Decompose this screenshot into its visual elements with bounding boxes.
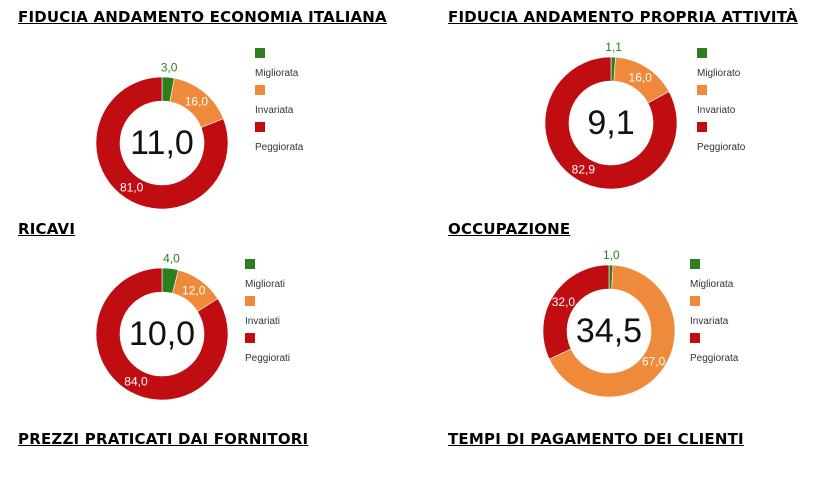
donut-slices <box>542 264 676 398</box>
data-label: 16,0 <box>185 94 209 108</box>
data-label: 3,0 <box>161 60 178 74</box>
center-value: 10,0 <box>129 315 195 353</box>
data-label: 81,0 <box>120 181 144 195</box>
legend-label: Migliorato <box>697 68 741 79</box>
data-labels: 3,0 16,0 81,0 <box>120 60 208 194</box>
donut-panel-occupazione: 1,0 67,0 32,0 34,5 Migliorata Invariata Pe… <box>435 245 835 425</box>
title-fiducia-attivita: FIDUCIA ANDAMENTO PROPRIA ATTIVITÀ <box>448 8 798 26</box>
legend-label: Invariata <box>690 316 729 327</box>
data-label: 84,0 <box>124 374 148 388</box>
legend-swatch-orange <box>697 85 707 95</box>
slice-peggiorata <box>95 76 229 210</box>
slice-invariata <box>548 264 676 398</box>
legend-label: Peggiorato <box>697 142 746 153</box>
legend-label: Invariati <box>245 316 281 327</box>
legend-label: Migliorata <box>255 68 299 79</box>
donut-chart-occupazione: 1,0 67,0 32,0 34,5 <box>542 248 676 398</box>
title-fiducia-economia: FIDUCIA ANDAMENTO ECONOMIA ITALIANA <box>18 8 387 26</box>
data-labels: 4,0 12,0 84,0 <box>124 252 205 389</box>
legend-item: Invariata <box>255 85 303 122</box>
title-ricavi: RICAVI <box>18 220 76 238</box>
legend-swatch-red <box>690 333 700 343</box>
center-value: 11,0 <box>130 124 194 162</box>
legend-swatch-green <box>245 259 255 269</box>
legend: Migliorati Invariati Peggiorati <box>245 259 290 370</box>
legend-item: Peggiorato <box>697 122 745 159</box>
data-label: 67,0 <box>642 354 666 368</box>
legend-label: Peggiorata <box>690 353 739 364</box>
data-label: 1,0 <box>603 248 620 262</box>
donut-chart-fiducia-attivita: 1,1 16,0 82,9 9,1 <box>544 40 678 190</box>
legend-swatch-orange <box>255 85 265 95</box>
legend-label: Peggiorata <box>255 142 304 153</box>
legend-item: Invariata <box>690 296 738 333</box>
legend-item: Invariato <box>697 85 745 122</box>
donut-panel-fiducia-attivita: 1,1 16,0 82,9 9,1 Migliorato Invariato Peg… <box>435 30 835 210</box>
legend-swatch-orange <box>690 296 700 306</box>
donut-slices <box>95 267 229 401</box>
legend-swatch-red <box>245 333 255 343</box>
title-occupazione: OCCUPAZIONE <box>448 220 571 238</box>
data-label: 16,0 <box>629 71 653 85</box>
slice-peggiorata <box>95 267 229 401</box>
donut-panel-ricavi: 4,0 12,0 84,0 10,0 Migliorati Invariati Pe… <box>0 245 400 425</box>
legend-label: Invariato <box>697 105 736 116</box>
legend-item: Migliorata <box>255 48 303 85</box>
data-labels: 1,1 16,0 82,9 <box>572 40 653 176</box>
donut-chart-ricavi: 4,0 12,0 84,0 10,0 <box>95 252 229 401</box>
data-label: 82,9 <box>572 162 596 176</box>
legend-item: Migliorata <box>690 259 738 296</box>
data-label: 1,1 <box>605 40 622 54</box>
legend-label: Peggiorati <box>245 353 291 364</box>
center-value: 9,1 <box>587 104 634 142</box>
legend-label: Migliorata <box>690 279 734 290</box>
legend-item: Peggiorata <box>255 122 303 159</box>
legend: Migliorata Invariata Peggiorata <box>255 48 303 159</box>
legend-label: Invariata <box>255 105 294 116</box>
legend-item: Migliorati <box>245 259 290 296</box>
data-labels: 1,0 67,0 32,0 <box>552 248 666 368</box>
legend-label: Migliorati <box>245 279 286 290</box>
data-label: 32,0 <box>552 295 576 309</box>
legend-item: Peggiorati <box>245 333 290 370</box>
title-tempi: TEMPI DI PAGAMENTO DEI CLIENTI <box>448 430 744 448</box>
legend-swatch-green <box>697 48 707 58</box>
donut-slices <box>95 76 229 210</box>
legend-swatch-red <box>697 122 707 132</box>
donut-slices <box>544 56 678 190</box>
legend: Migliorata Invariata Peggiorata <box>690 259 738 370</box>
legend-swatch-red <box>255 122 265 132</box>
legend-item: Peggiorata <box>690 333 738 370</box>
legend: Migliorato Invariato Peggiorato <box>697 48 745 159</box>
donut-chart-fiducia-economia: 3,0 16,0 81,0 11,0 <box>95 60 229 210</box>
slice-peggiorata <box>542 264 610 360</box>
donut-panel-fiducia-economia: 3,0 16,0 81,0 11,0 Migliorata Invariata Pe… <box>0 30 400 210</box>
center-value: 34,5 <box>576 312 642 350</box>
slice-peggiorata <box>544 56 678 190</box>
legend-item: Invariati <box>245 296 290 333</box>
legend-item: Migliorato <box>697 48 745 85</box>
legend-swatch-green <box>255 48 265 58</box>
title-prezzi: PREZZI PRATICATI DAI FORNITORI <box>18 430 309 448</box>
legend-swatch-green <box>690 259 700 269</box>
data-label: 12,0 <box>182 283 206 297</box>
data-label: 4,0 <box>163 252 180 266</box>
legend-swatch-orange <box>245 296 255 306</box>
